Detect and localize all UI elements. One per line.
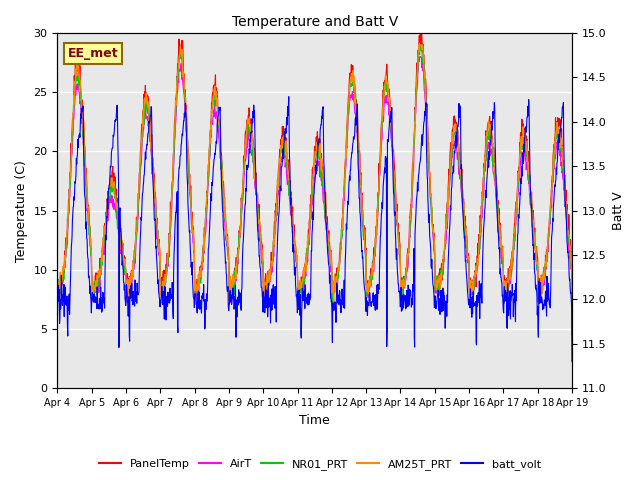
batt_volt — [225, 300, 233, 306]
NR01_PRT — [508, 272, 515, 278]
PanelTemp — [156, 245, 163, 251]
Line: AM25T_PRT: AM25T_PRT — [58, 45, 572, 335]
AirT — [54, 292, 61, 298]
AirT — [394, 232, 402, 238]
AM25T_PRT — [568, 332, 576, 338]
Line: batt_volt: batt_volt — [58, 96, 572, 361]
AirT — [462, 245, 470, 251]
NR01_PRT — [462, 241, 470, 247]
AM25T_PRT — [54, 284, 61, 289]
PanelTemp — [417, 30, 424, 36]
PanelTemp — [568, 332, 576, 338]
PanelTemp — [462, 223, 470, 229]
batt_volt — [508, 298, 515, 304]
NR01_PRT — [156, 247, 163, 252]
NR01_PRT — [168, 190, 175, 195]
batt_volt — [568, 359, 576, 364]
NR01_PRT — [568, 332, 576, 338]
batt_volt — [168, 292, 175, 298]
AM25T_PRT — [415, 42, 423, 48]
PanelTemp — [394, 220, 402, 226]
AirT — [156, 252, 163, 258]
AirT — [168, 200, 175, 206]
NR01_PRT — [394, 232, 402, 238]
NR01_PRT — [225, 286, 233, 292]
Y-axis label: Batt V: Batt V — [612, 192, 625, 230]
AirT — [225, 287, 233, 292]
Y-axis label: Temperature (C): Temperature (C) — [15, 160, 28, 262]
PanelTemp — [54, 274, 61, 279]
Line: PanelTemp: PanelTemp — [58, 33, 572, 335]
Line: NR01_PRT: NR01_PRT — [58, 45, 572, 335]
batt_volt — [395, 281, 403, 287]
batt_volt — [285, 94, 292, 99]
AM25T_PRT — [394, 235, 402, 241]
PanelTemp — [168, 184, 175, 190]
batt_volt — [156, 295, 163, 300]
AM25T_PRT — [462, 232, 470, 238]
PanelTemp — [508, 256, 515, 262]
Line: AirT: AirT — [58, 57, 572, 335]
X-axis label: Time: Time — [300, 414, 330, 427]
batt_volt — [54, 317, 61, 323]
NR01_PRT — [54, 286, 61, 292]
AirT — [508, 272, 515, 277]
PanelTemp — [225, 278, 233, 284]
Legend: PanelTemp, AirT, NR01_PRT, AM25T_PRT, batt_volt: PanelTemp, AirT, NR01_PRT, AM25T_PRT, ba… — [94, 455, 546, 474]
Title: Temperature and Batt V: Temperature and Batt V — [232, 15, 398, 29]
AM25T_PRT — [168, 192, 175, 197]
AirT — [568, 332, 576, 338]
Text: EE_met: EE_met — [68, 47, 118, 60]
AM25T_PRT — [225, 282, 233, 288]
AM25T_PRT — [156, 241, 163, 247]
NR01_PRT — [416, 42, 424, 48]
batt_volt — [462, 257, 470, 263]
AM25T_PRT — [508, 256, 515, 262]
AirT — [416, 54, 424, 60]
